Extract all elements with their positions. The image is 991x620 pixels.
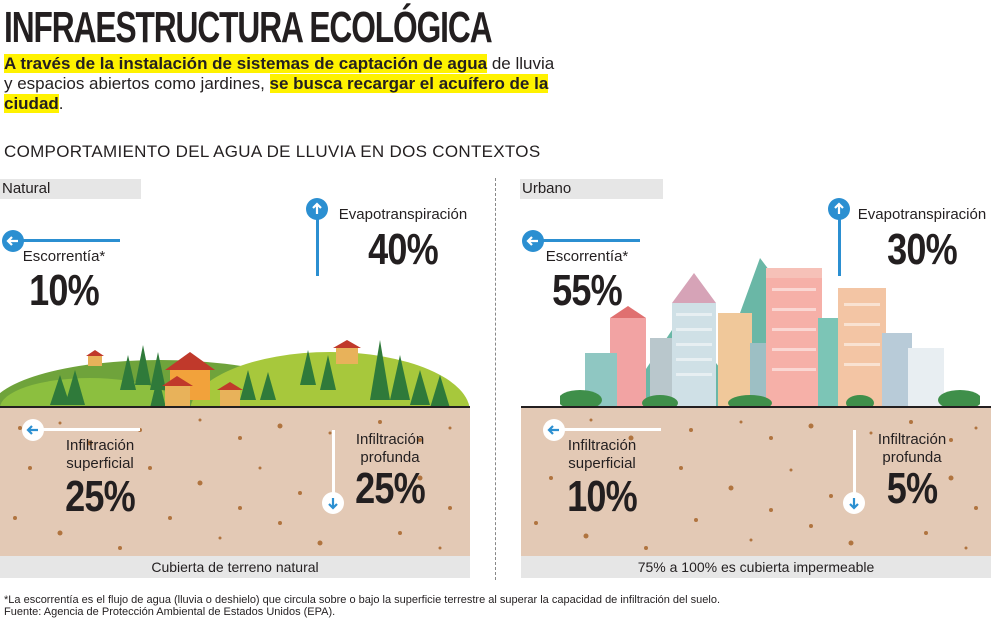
urbano-inf-sup-label-line1: Infiltración bbox=[567, 437, 637, 454]
natural-inf-sup-value: 25% bbox=[65, 472, 136, 521]
urbano-escorrentia-value: 55% bbox=[552, 266, 623, 315]
section-title: COMPORTAMIENTO DEL AGUA DE LLUVIA EN DOS… bbox=[4, 142, 541, 161]
natural-footer-text: Cubierta de terreno natural bbox=[151, 559, 319, 575]
natural-inf-sup-label: Infiltración superficial bbox=[40, 437, 160, 473]
page-title: INFRAESTRUCTURA ECOLÓGICA bbox=[4, 3, 493, 52]
natural-panel-header: Natural bbox=[0, 179, 141, 199]
natural-inf-sup-label-line1: Infiltración bbox=[65, 437, 135, 454]
urbano-inf-prof-label-line2: profunda bbox=[882, 449, 942, 466]
natural-inf-prof-label: Infiltración profunda bbox=[340, 431, 440, 467]
urbano-inf-prof-label-line1: Infiltración bbox=[877, 431, 947, 448]
urbano-inf-sup-label-line2: superficial bbox=[568, 455, 636, 472]
natural-escorrentia-arrow bbox=[2, 229, 120, 253]
subtitle-period: . bbox=[58, 94, 64, 113]
natural-escorrentia-value: 10% bbox=[29, 266, 100, 315]
natural-soil-texture bbox=[13, 418, 452, 550]
urbano-inf-prof-arrow bbox=[843, 430, 867, 516]
urban-city-illustration bbox=[560, 258, 980, 408]
natural-evapo-label: Evapotranspiración bbox=[338, 206, 468, 223]
natural-label: Natural bbox=[2, 180, 51, 197]
subtitle: A través de la instalación de sistemas d… bbox=[4, 54, 564, 114]
natural-inf-prof-label-line2: profunda bbox=[360, 449, 420, 466]
natural-inf-sup-arrow bbox=[22, 418, 140, 442]
natural-inf-prof-label-line1: Infiltración bbox=[355, 431, 425, 448]
urbano-evapo-label: Evapotranspiración bbox=[857, 206, 987, 223]
natural-ground-line bbox=[0, 406, 470, 408]
urbano-ground-line bbox=[521, 406, 991, 408]
urbano-evapo-arrow bbox=[828, 198, 852, 276]
urbano-escorrentia-label: Escorrentía* bbox=[545, 248, 629, 265]
urbano-label: Urbano bbox=[522, 180, 572, 197]
urbano-inf-sup-arrow bbox=[543, 418, 661, 442]
natural-footer: Cubierta de terreno natural bbox=[0, 556, 470, 578]
natural-landscape-illustration bbox=[0, 340, 470, 408]
urbano-escorrentia-arrow bbox=[522, 229, 640, 253]
urbano-inf-sup-value: 10% bbox=[567, 472, 638, 521]
natural-evapo-value: 40% bbox=[368, 225, 439, 274]
subtitle-text: de lluvia y espacios abiertos como jardi… bbox=[4, 54, 555, 93]
panel-divider bbox=[495, 178, 496, 580]
natural-inf-prof-arrow bbox=[322, 430, 346, 516]
natural-inf-prof-value: 25% bbox=[355, 464, 426, 513]
subtitle-highlight-1: A través de la instalación de sistemas d… bbox=[4, 54, 488, 73]
urbano-inf-prof-value: 5% bbox=[886, 464, 938, 513]
urbano-inf-sup-label: Infiltración superficial bbox=[542, 437, 662, 473]
source-note: Fuente: Agencia de Protección Ambiental … bbox=[4, 606, 336, 618]
urbano-footer-text: 75% a 100% es cubierta impermeable bbox=[637, 559, 875, 575]
urbano-panel-header: Urbano bbox=[520, 179, 663, 199]
natural-escorrentia-label: Escorrentía* bbox=[22, 248, 106, 265]
asterisk-note: *La escorrentía es el flujo de agua (llu… bbox=[4, 594, 721, 606]
urbano-inf-prof-label: Infiltración profunda bbox=[862, 431, 962, 467]
urbano-soil bbox=[521, 408, 991, 556]
urbano-footer: 75% a 100% es cubierta impermeable bbox=[521, 556, 991, 578]
natural-inf-sup-label-line2: superficial bbox=[66, 455, 134, 472]
natural-evapo-arrow bbox=[306, 198, 330, 276]
natural-soil bbox=[0, 408, 470, 556]
urbano-evapo-value: 30% bbox=[887, 225, 958, 274]
